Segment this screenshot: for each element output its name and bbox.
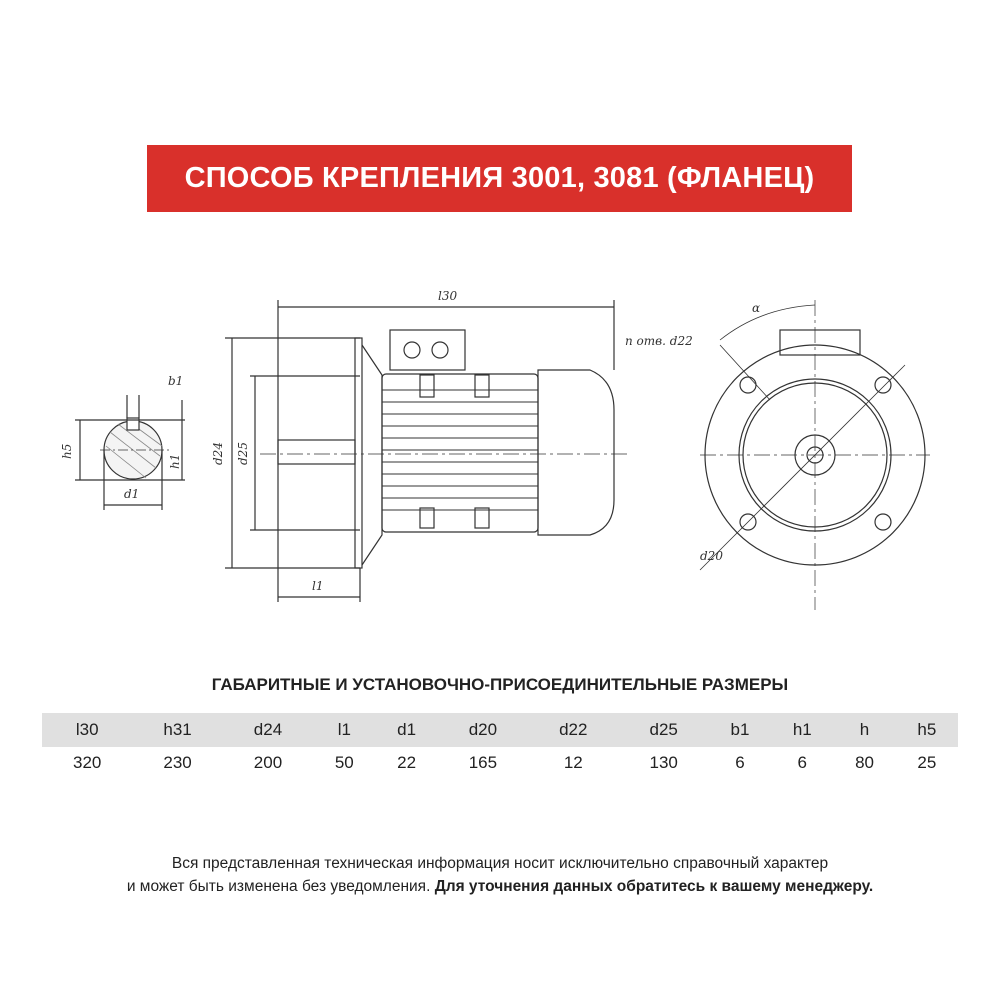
table-cell: 320	[73, 753, 102, 772]
label-d20: d20	[700, 549, 723, 563]
column-header: h31	[132, 713, 223, 747]
table-cell: 25	[917, 753, 937, 772]
column-header: h	[833, 713, 896, 747]
label-l1: l1	[312, 579, 323, 593]
table-cell: 22	[397, 753, 417, 772]
motor-dimension-drawing: b1 h5 h1 d1 l30 d24 d25 l1	[60, 289, 930, 610]
table-cell: 165	[468, 753, 498, 772]
disclaimer-line-2: и может быть изменена без уведомления. Д…	[0, 875, 1000, 898]
table-cell: 6	[735, 753, 745, 772]
label-b1: b1	[168, 374, 183, 388]
page-title: СПОСОБ КРЕПЛЕНИЯ 3001, 3081 (ФЛАНЕЦ)	[184, 162, 815, 194]
column-header: d24	[222, 713, 314, 747]
table-row: 320 230 200 50 22 165 12 130 6 6 80 25	[42, 747, 958, 779]
table-cell: 130	[649, 753, 678, 772]
column-header: d22	[528, 713, 619, 747]
dimensions-table: l30 h31 d24 l1 d1 d20 d22 d25 b1 h1 h h5…	[42, 713, 958, 779]
label-d24: d24	[211, 442, 225, 465]
column-header: b1	[708, 713, 772, 747]
column-header: d25	[618, 713, 709, 747]
table-cell: 50	[334, 753, 354, 772]
table-title: ГАБАРИТНЫЕ И УСТАНОВОЧНО-ПРИСОЕДИНИТЕЛЬН…	[211, 675, 789, 694]
disclaimer: Вся представленная техническая информаци…	[0, 852, 1000, 898]
label-n-holes-d22: n отв. d22	[625, 334, 693, 348]
label-l30: l30	[438, 289, 457, 303]
column-header: d1	[375, 713, 438, 747]
column-header: h1	[771, 713, 834, 747]
column-header: l30	[42, 713, 133, 747]
disclaimer-text: и может быть изменена без уведомления.	[126, 878, 431, 895]
title-banner: СПОСОБ КРЕПЛЕНИЯ 3001, 3081 (ФЛАНЕЦ)	[147, 145, 852, 212]
label-h5: h5	[60, 444, 74, 459]
table-cell: 80	[855, 753, 874, 772]
label-alpha: α	[752, 301, 760, 315]
motor-side-view: l30 d24 d25 l1	[211, 289, 630, 602]
label-d25: d25	[236, 442, 250, 465]
column-header: l1	[313, 713, 376, 747]
label-d1: d1	[124, 487, 139, 501]
shaft-section: b1 h5 h1 d1	[60, 374, 185, 510]
table-cell: 6	[797, 753, 807, 772]
table-header-row: l30 h31 d24 l1 d1 d20 d22 d25 b1 h1 h h5	[42, 713, 958, 747]
column-header: h5	[895, 713, 958, 747]
label-h1: h1	[168, 454, 182, 469]
disclaimer-line-1: Вся представленная техническая информаци…	[171, 855, 829, 872]
column-header: d20	[437, 713, 529, 747]
table-cell: 200	[253, 753, 283, 772]
table-cell: 230	[163, 753, 192, 772]
table-cell: 12	[563, 753, 583, 772]
disclaimer-bold: Для уточнения данных обратитесь к вашему…	[434, 878, 874, 895]
motor-front-view: α n отв. d22 d20	[625, 300, 930, 610]
